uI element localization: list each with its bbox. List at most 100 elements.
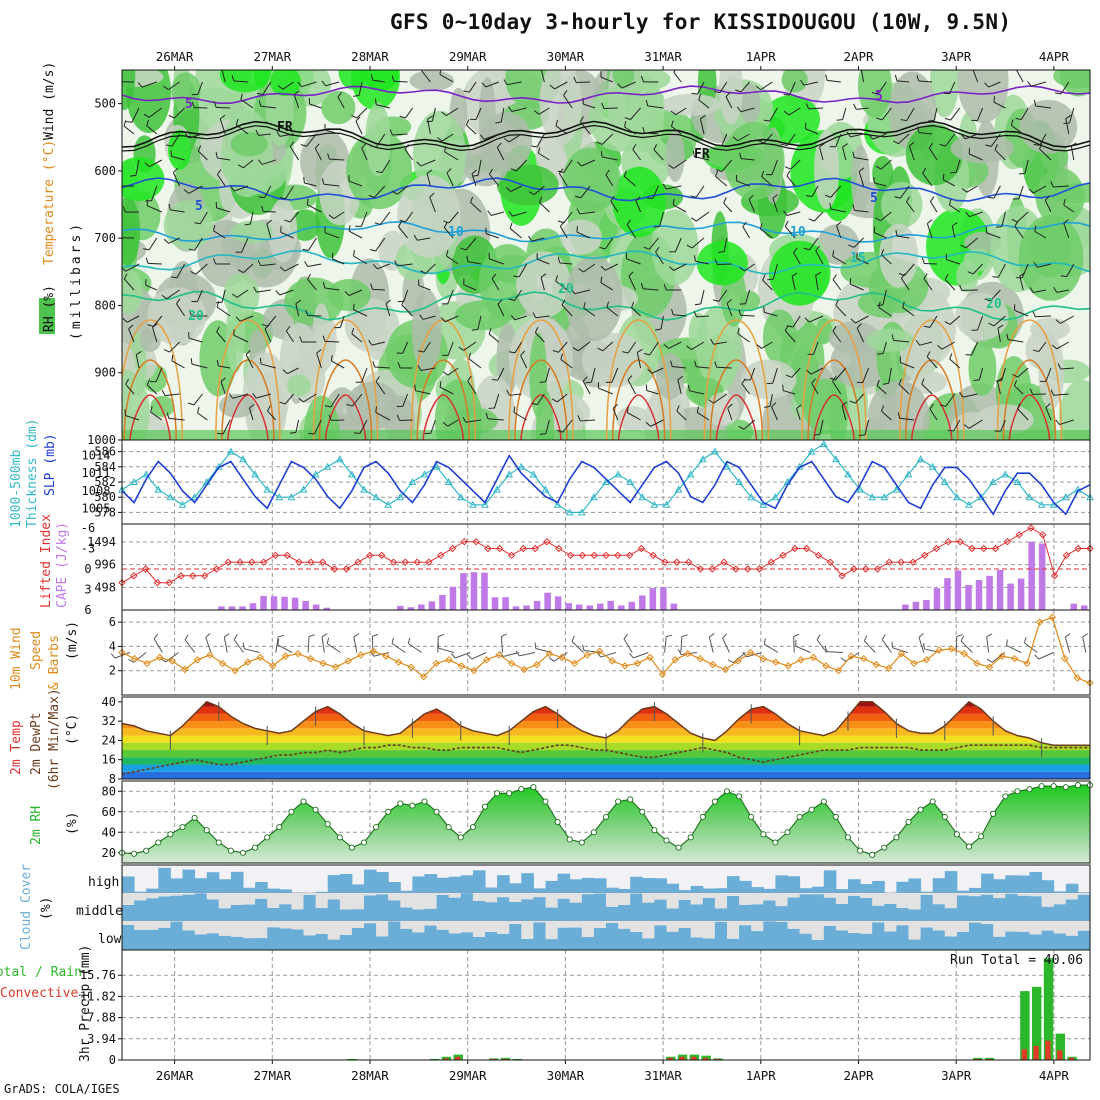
wind-barb-flag xyxy=(427,115,433,120)
li-point xyxy=(649,551,657,560)
wind-barb-flag xyxy=(372,633,379,637)
wind-barb xyxy=(926,356,938,369)
cloud-clear-cell xyxy=(472,921,486,937)
wind-barb xyxy=(356,107,368,119)
wind-barb-flag xyxy=(841,401,848,406)
cloud-clear-cell xyxy=(618,893,631,906)
cloud-cell xyxy=(364,869,377,893)
wind-barb xyxy=(906,107,915,121)
cloud-clear-cell xyxy=(557,893,571,899)
wind-barb xyxy=(655,251,664,265)
wind-barb-flag xyxy=(399,115,406,119)
cloud-cell xyxy=(521,899,534,921)
wind-barb-flag xyxy=(1055,319,1061,324)
cloud-cell xyxy=(400,907,413,921)
cloud-clear-cell xyxy=(485,893,498,903)
thickness-point xyxy=(130,477,138,485)
cloud-cell xyxy=(642,878,655,893)
wind-barb-flag xyxy=(715,170,719,177)
cape-bar xyxy=(639,595,646,610)
cloud-cell xyxy=(714,908,728,921)
thickness-point xyxy=(553,500,562,508)
cloud-cell xyxy=(557,873,571,893)
li-point xyxy=(767,558,775,566)
cloud-clear-cell xyxy=(194,921,208,935)
wind-barb xyxy=(835,133,842,147)
thickness-point xyxy=(178,500,187,508)
thickness-point xyxy=(928,462,937,470)
cloud-cell xyxy=(666,908,680,921)
y-tick-label: 500 xyxy=(94,97,116,111)
cloud-clear-cell xyxy=(460,921,474,933)
thickness-point xyxy=(989,477,998,485)
wind-barb xyxy=(245,354,254,369)
cloud-cell xyxy=(775,906,788,921)
wind-barb-flag xyxy=(328,214,335,219)
thickness-point xyxy=(227,447,235,455)
cloud-clear-cell xyxy=(920,921,934,928)
rh2m-point xyxy=(675,844,682,851)
wind-barb-flag xyxy=(832,325,837,332)
wind-barb-flag xyxy=(1010,119,1014,126)
rh2m-point xyxy=(784,829,791,836)
wind-barb-flag xyxy=(368,194,375,198)
rh2m-point xyxy=(215,839,222,846)
wind-barb xyxy=(691,341,705,351)
cloud-cell xyxy=(243,938,256,950)
thickness-point xyxy=(348,470,356,478)
cloud-clear-cell xyxy=(932,893,946,905)
thickness-point xyxy=(916,455,925,463)
wind-barb xyxy=(427,119,431,135)
cloud-cell xyxy=(944,936,958,950)
li-point xyxy=(932,544,941,553)
p7-mid-label: middle xyxy=(76,904,123,919)
wind-barb xyxy=(772,263,778,280)
wind-barb-flag xyxy=(153,633,159,640)
wind-barb-flag xyxy=(324,405,331,408)
wind-barb xyxy=(514,289,523,301)
cloud-clear-cell xyxy=(678,921,692,928)
wind-barb-flag xyxy=(470,196,474,203)
wind-barb xyxy=(423,341,431,353)
wind-barb-flag xyxy=(485,412,489,419)
wind-barb-flag xyxy=(245,349,251,356)
cloud-cell xyxy=(194,878,208,893)
cloud-cell xyxy=(364,923,377,950)
wind-barb xyxy=(141,81,157,88)
cloud-cell xyxy=(799,933,813,950)
cloud-cell xyxy=(230,871,244,893)
wind-barb xyxy=(832,380,842,395)
rh-blob xyxy=(1018,214,1084,301)
wind-speed-point xyxy=(872,660,880,669)
cloud-cell xyxy=(267,927,280,950)
wind-barb xyxy=(308,237,317,251)
wind-barb-flag xyxy=(531,402,538,406)
wind-barb xyxy=(651,367,664,374)
cloud-cell xyxy=(860,897,873,921)
rh2m-point xyxy=(336,834,343,841)
p7-unit-label: (%) xyxy=(39,897,54,920)
li-point xyxy=(460,537,469,546)
thickness-point xyxy=(590,493,598,501)
wind-barb xyxy=(223,636,228,653)
wind-barb xyxy=(146,384,158,395)
wind-barb-flag xyxy=(694,303,701,306)
cloud-cell xyxy=(424,874,438,893)
wind-barb-flag xyxy=(718,251,725,254)
cape-bar xyxy=(618,605,625,610)
isotherm-line xyxy=(122,250,1090,275)
cloud-cell xyxy=(412,876,425,893)
wind-barb xyxy=(826,651,843,653)
cape-bar xyxy=(554,596,562,610)
cape-bar xyxy=(1070,603,1077,610)
wind-barb xyxy=(425,263,436,274)
li-point xyxy=(968,544,976,553)
cloud-cell xyxy=(170,895,183,921)
wind-barb-flag xyxy=(714,361,718,368)
wind-barb xyxy=(896,235,910,239)
wind-barb xyxy=(279,133,294,137)
wind-barb-flag xyxy=(691,92,698,95)
